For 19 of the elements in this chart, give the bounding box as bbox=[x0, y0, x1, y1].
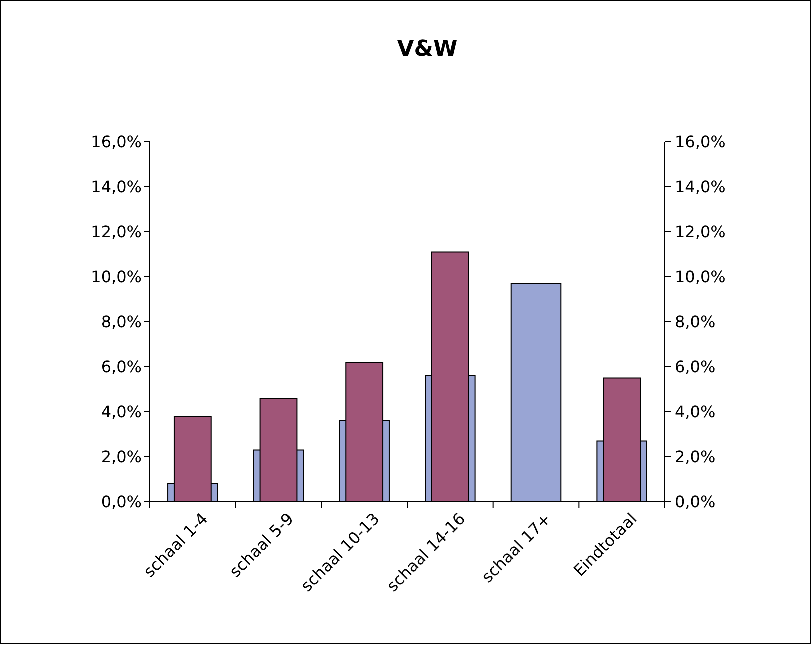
y-tick-label: 6,0% bbox=[101, 358, 142, 377]
y2-tick-label: 6,0% bbox=[675, 358, 716, 377]
y-tick-label: 8,0% bbox=[101, 312, 142, 332]
y2-tick-label: 2,0% bbox=[675, 448, 716, 467]
y-tick-label: 4,0% bbox=[101, 402, 142, 422]
y2-tick-label: 14,0% bbox=[675, 178, 726, 197]
y-tick-label: 0,0% bbox=[101, 492, 142, 512]
y2-tick-label: 4,0% bbox=[675, 402, 716, 422]
y-tick-label: 2,0% bbox=[101, 448, 142, 467]
y2-tick-label: 0,0% bbox=[675, 492, 716, 512]
y2-tick-label: 10,0% bbox=[675, 268, 726, 287]
y2-tick-label: 8,0% bbox=[675, 312, 716, 332]
y-tick-label: 16,0% bbox=[91, 132, 142, 152]
y-tick-label: 14,0% bbox=[91, 178, 142, 197]
y2-tick-label: 12,0% bbox=[675, 222, 726, 242]
y2-tick-label: 16,0% bbox=[675, 132, 726, 152]
y-tick-label: 12,0% bbox=[91, 222, 142, 242]
chart-title: V&W bbox=[397, 37, 458, 62]
y-tick-label: 10,0% bbox=[91, 268, 142, 287]
